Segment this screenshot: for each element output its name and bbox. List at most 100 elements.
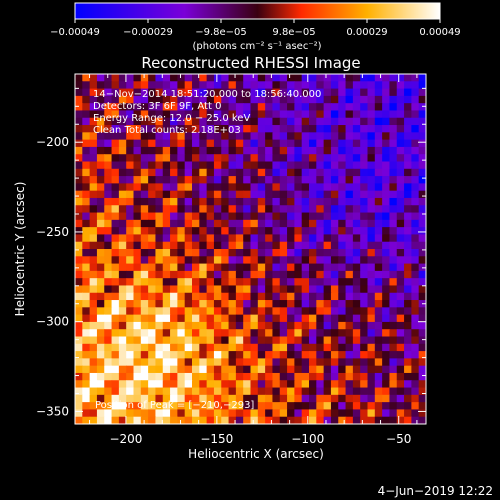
heatmap-cell [75, 270, 83, 279]
heatmap-cell [272, 132, 281, 141]
heatmap-cell [418, 219, 426, 228]
heatmap-cell [265, 241, 274, 250]
heatmap-cell [235, 372, 244, 381]
heatmap-cell [345, 300, 354, 308]
heatmap-cell [338, 387, 347, 396]
heatmap-cell [352, 132, 361, 141]
heatmap-cell [96, 292, 105, 301]
heatmap-cell [199, 110, 208, 119]
heatmap-cell [374, 402, 383, 411]
heatmap-cell [287, 88, 295, 97]
heatmap-cell [104, 358, 113, 367]
heatmap-cell [111, 358, 120, 367]
heatmap-cell [323, 117, 332, 126]
heatmap-cell [287, 256, 295, 265]
heatmap-cell [382, 292, 391, 301]
heatmap-cell [235, 168, 244, 177]
heatmap-cell [118, 234, 127, 243]
heatmap-cell [140, 110, 149, 119]
heatmap-cell [404, 336, 412, 345]
heatmap-cell [404, 110, 412, 119]
heatmap-cell [148, 249, 157, 257]
heatmap-cell [177, 365, 186, 374]
heatmap-cell [155, 88, 164, 97]
heatmap-cell [75, 81, 83, 90]
heatmap-cell [126, 278, 135, 287]
colorbar: −0.00049 −0.00029 −9.8e−05 9.8e−05 0.00029 0.… [50, 2, 461, 52]
heatmap-cell [104, 300, 113, 308]
heatmap-cell [250, 88, 259, 97]
heatmap-cell [330, 197, 339, 206]
heatmap-cell [389, 103, 398, 112]
heatmap-cell [360, 416, 369, 424]
heatmap-cell [140, 285, 149, 294]
heatmap-cell [250, 321, 259, 330]
heatmap-cell [352, 329, 361, 338]
heatmap-cell [279, 212, 288, 221]
heatmap-cell [389, 387, 398, 396]
heatmap-cell [133, 270, 142, 279]
heatmap-cell [265, 103, 274, 112]
heatmap-cell [162, 81, 171, 90]
heatmap-cell [162, 387, 171, 396]
heatmap-cell [301, 205, 310, 214]
heatmap-cell [228, 132, 237, 141]
heatmap-cell [118, 176, 127, 184]
heatmap-cell [228, 117, 237, 126]
heatmap-cell [352, 387, 361, 396]
heatmap-cell [257, 132, 266, 141]
heatmap-cell [301, 307, 310, 316]
heatmap-cell [170, 212, 178, 221]
heatmap-cell [389, 117, 398, 126]
heatmap-cell [170, 416, 178, 424]
heatmap-cell [396, 365, 405, 374]
heatmap-cell [389, 358, 398, 367]
heatmap-cell [272, 402, 281, 411]
heatmap-cell [177, 402, 186, 411]
heatmap-cell [104, 227, 113, 236]
heatmap-cell [155, 168, 164, 177]
heatmap-cell [396, 219, 405, 228]
heatmap-cell [367, 270, 376, 279]
heatmap-cell [345, 234, 354, 243]
heatmap-cell [316, 402, 325, 411]
heatmap-cell [389, 372, 398, 381]
x-axis-label: Heliocentric X (arcsec) [188, 447, 324, 461]
heatmap-cell [155, 74, 164, 82]
heatmap-cell [221, 132, 230, 141]
heatmap-cell [367, 197, 376, 206]
heatmap-cell [192, 321, 200, 330]
heatmap-cell [162, 409, 171, 418]
heatmap-cell [155, 117, 164, 126]
heatmap-cell [148, 314, 157, 323]
heatmap-cell [243, 263, 252, 272]
heatmap-cell [382, 285, 391, 294]
heatmap-cell [133, 110, 142, 119]
heatmap-cell [177, 314, 186, 323]
heatmap-cell [184, 168, 193, 177]
heatmap-cell [404, 74, 412, 82]
heatmap-cell [382, 402, 391, 411]
heatmap-cell [235, 358, 244, 367]
heatmap-cell [243, 227, 252, 236]
heatmap-cell [330, 300, 339, 308]
heatmap-cell [104, 285, 113, 294]
heatmap-cell [323, 219, 332, 228]
heatmap-cell [330, 110, 339, 119]
heatmap-cell [360, 249, 369, 257]
heatmap-cell [250, 292, 259, 301]
heatmap-cell [199, 372, 208, 381]
colorbar-strip [74, 2, 441, 20]
heatmap-cell [338, 285, 347, 294]
heatmap-cell [243, 416, 252, 424]
heatmap-cell [192, 88, 200, 97]
heatmap-cell [323, 329, 332, 338]
heatmap-cell [206, 249, 215, 257]
heatmap-cell [148, 329, 157, 338]
heatmap-cell [396, 161, 405, 170]
heatmap-cell [162, 154, 171, 163]
heatmap-cell [206, 154, 215, 163]
heatmap-cell [338, 154, 347, 163]
heatmap-cell [162, 205, 171, 214]
heatmap-cell [287, 241, 295, 250]
